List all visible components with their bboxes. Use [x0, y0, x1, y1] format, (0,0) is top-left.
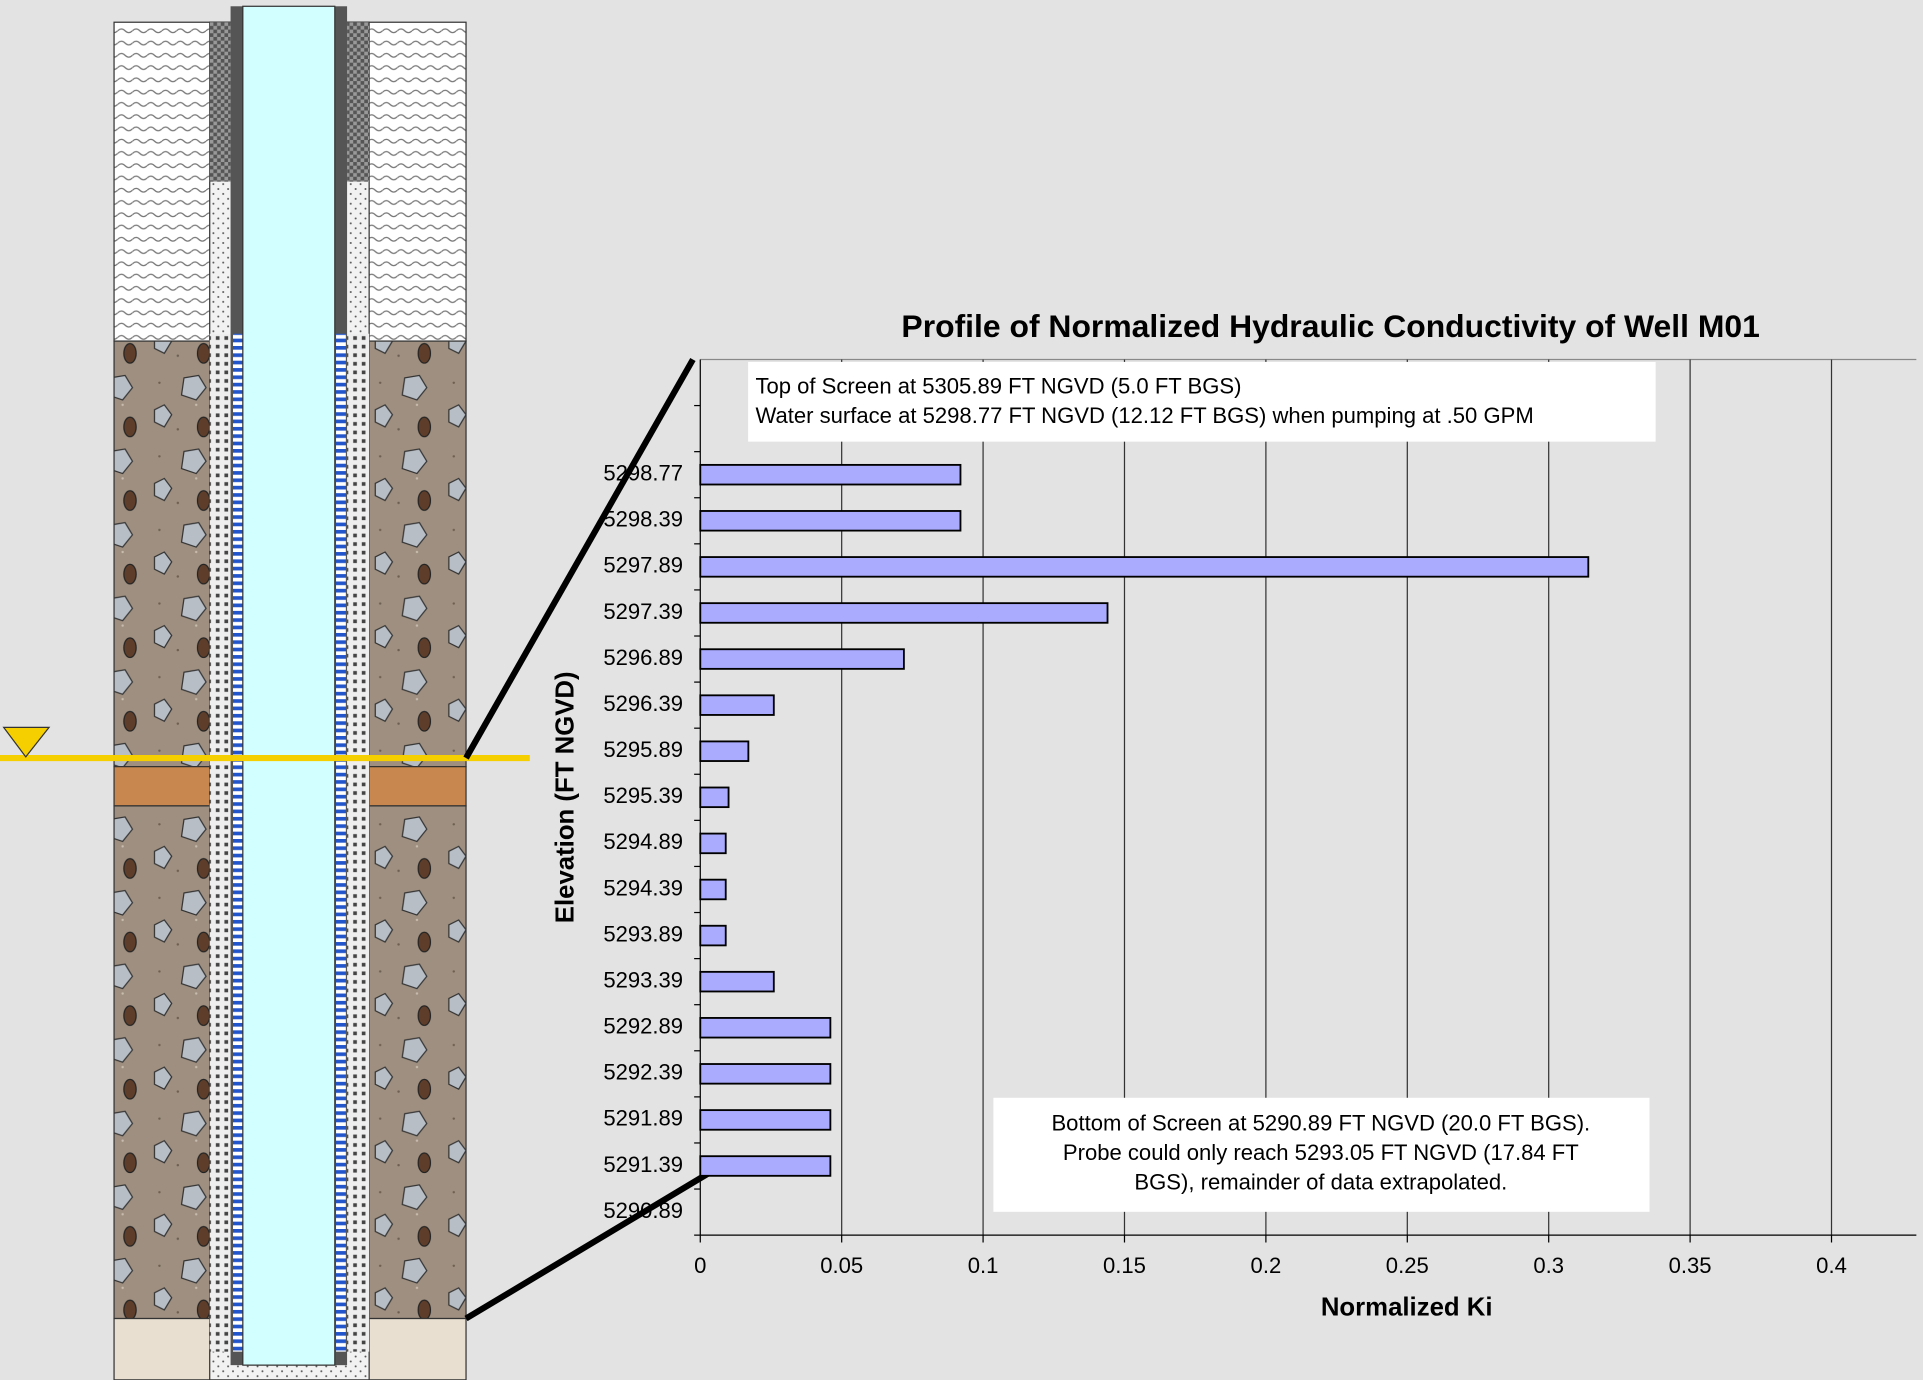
well-diagram: [0, 5, 710, 1380]
annotation-box: [993, 1097, 1650, 1212]
x-tick-label: 0.3: [1533, 1253, 1564, 1278]
x-tick-label: 0.1: [968, 1253, 999, 1278]
bar: [699, 970, 775, 993]
y-tick-label: 5290.89: [603, 1198, 683, 1223]
bar: [699, 602, 1109, 624]
y-tick-label: 5298.77: [603, 461, 683, 486]
annotation: BGS), remainder of data extrapolated.: [1134, 1169, 1507, 1194]
y-axis-title: Elevation (FT NGVD): [551, 671, 579, 923]
y-tick-label: 5294.39: [603, 875, 683, 900]
y-tick-label: 5293.89: [603, 921, 683, 946]
bar: [699, 463, 962, 486]
y-tick-label: 5291.39: [603, 1152, 683, 1177]
bar: [699, 878, 727, 901]
y-tick-label: 5294.89: [603, 829, 683, 854]
annotation: Top of Screen at 5305.89 FT NGVD (5.0 FT…: [755, 374, 1241, 399]
x-axis-title: Normalized Ki: [1321, 1294, 1493, 1322]
bar: [699, 832, 727, 855]
x-tick-label: 0.2: [1251, 1253, 1282, 1278]
y-tick-label: 5298.39: [603, 507, 683, 532]
bar: [699, 1063, 832, 1085]
bar: [699, 510, 962, 532]
x-tick-label: 0.35: [1669, 1253, 1712, 1278]
y-tick-label: 5295.89: [603, 737, 683, 762]
bar: [699, 786, 730, 809]
bar: [699, 740, 750, 762]
x-tick-label: 0.4: [1816, 1253, 1847, 1278]
annotation: Water surface at 5298.77 FT NGVD (12.12 …: [755, 403, 1533, 428]
y-tick-label: 5297.89: [603, 553, 683, 578]
y-tick-label: 5291.89: [603, 1106, 683, 1131]
annotation: Bottom of Screen at 5290.89 FT NGVD (20.…: [1051, 1111, 1590, 1136]
bar: [699, 648, 905, 670]
y-tick-label: 5296.39: [603, 691, 683, 716]
x-tick-label: 0.25: [1386, 1253, 1429, 1278]
bar: [699, 694, 775, 716]
bar: [699, 1017, 832, 1039]
y-tick-label: 5293.39: [603, 967, 683, 992]
y-tick-label: 5295.39: [603, 783, 683, 808]
annotation: Probe could only reach 5293.05 FT NGVD (…: [1063, 1140, 1579, 1165]
x-tick-label: 0.15: [1103, 1253, 1146, 1278]
annotation-box: [748, 361, 1656, 442]
chart-title: Profile of Normalized Hydraulic Conducti…: [901, 308, 1759, 344]
bar: [699, 556, 1590, 578]
bar: [699, 1109, 832, 1131]
y-tick-label: 5292.89: [603, 1014, 683, 1039]
y-tick-label: 5292.39: [603, 1060, 683, 1085]
y-tick-label: 5297.39: [603, 599, 683, 624]
bar: [699, 1155, 832, 1177]
x-tick-label: 0.05: [820, 1253, 863, 1278]
bar: [699, 924, 727, 947]
y-tick-label: 5296.89: [603, 645, 683, 670]
x-tick-label: 0: [694, 1253, 706, 1278]
